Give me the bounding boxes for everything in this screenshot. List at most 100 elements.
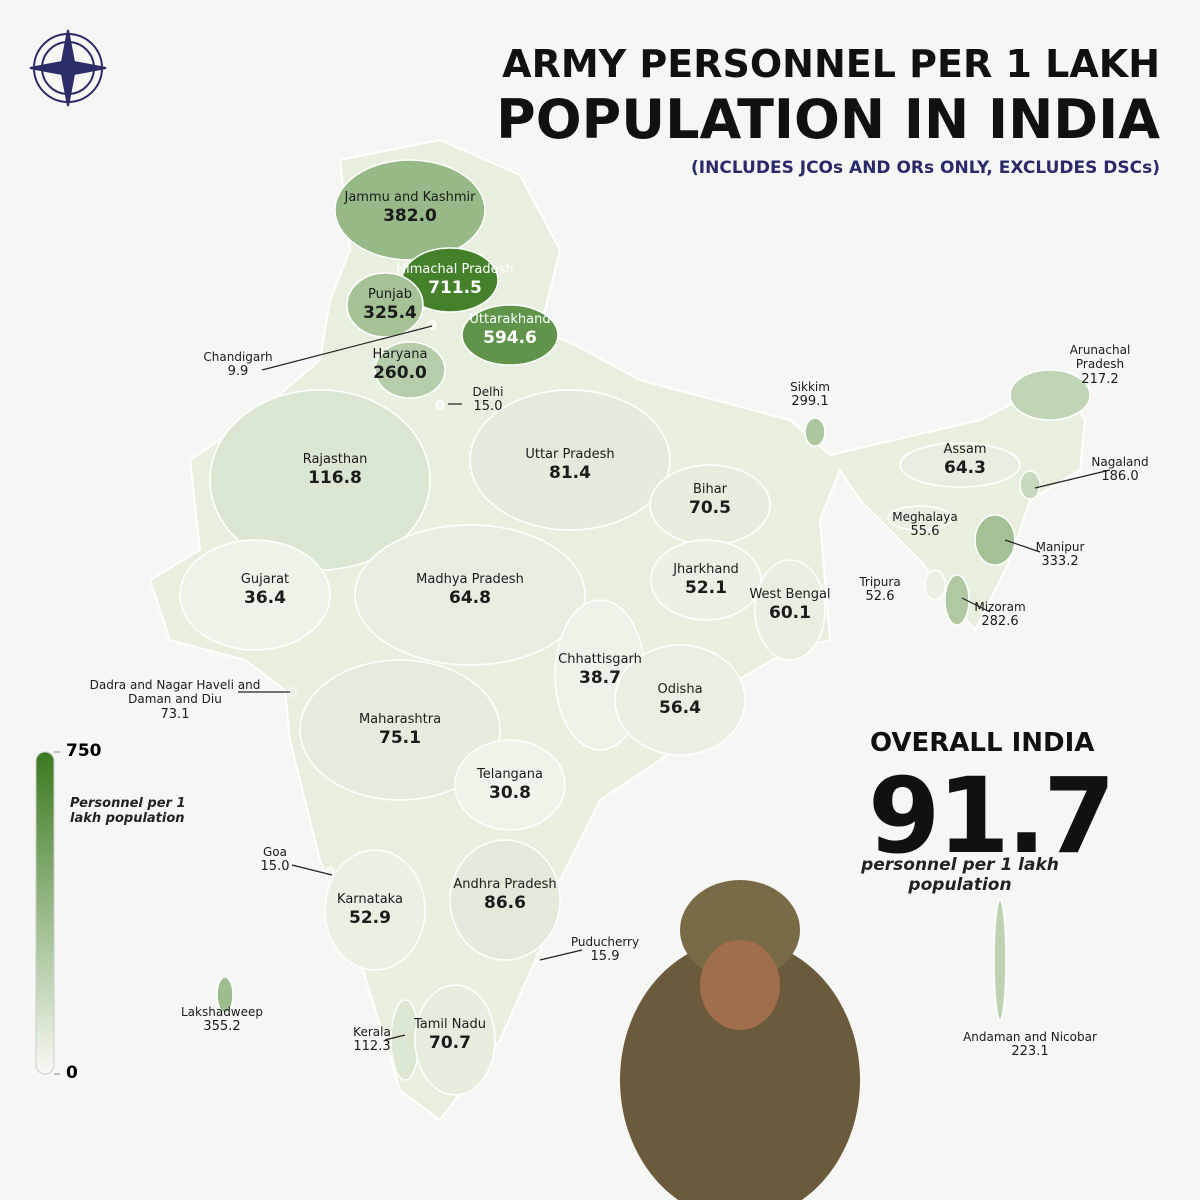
- title-line-2: POPULATION IN INDIA: [496, 88, 1160, 151]
- region: [324, 849, 426, 971]
- region-label: Jharkhand 52.1: [673, 562, 739, 598]
- overall-value: 91.7: [868, 755, 1116, 877]
- region-label: Puducherry 15.9: [571, 935, 639, 965]
- region-value: 15.0: [260, 859, 290, 875]
- region-label: Telangana 30.8: [477, 767, 543, 803]
- overall-heading: OVERALL INDIA: [870, 728, 1095, 758]
- region-name: Tamil Nadu: [414, 1017, 486, 1033]
- region-value: 60.1: [769, 602, 811, 623]
- region-value: 52.1: [685, 577, 727, 598]
- region-label: Assam 64.3: [943, 442, 986, 478]
- colorbar-caption: Personnel per 1 lakh population: [70, 796, 186, 826]
- subtitle: (INCLUDES JCOs AND ORs ONLY, EXCLUDES DS…: [691, 158, 1160, 178]
- region-label: Tripura 52.6: [859, 575, 900, 605]
- region-name: Odisha: [657, 682, 703, 698]
- region: [179, 539, 331, 651]
- region-name: Chhattisgarh: [558, 652, 642, 668]
- region: [944, 574, 970, 626]
- region-value: 55.6: [910, 524, 940, 540]
- region-value: 70.5: [689, 497, 731, 518]
- region-name: Kerala: [353, 1025, 391, 1040]
- region-label: Himachal Pradesh 711.5: [396, 262, 513, 298]
- region-label: Mizoram 282.6: [974, 600, 1025, 630]
- region-name: Manipur: [1035, 540, 1085, 555]
- region-name: Sikkim: [790, 380, 830, 395]
- region-name: Nagaland: [1091, 455, 1149, 470]
- region-name: Jammu and Kashmir: [344, 190, 476, 206]
- region-label: Chhattisgarh 38.7: [558, 652, 642, 688]
- region-label: Madhya Pradesh 64.8: [416, 572, 524, 608]
- region-value: 116.8: [308, 467, 362, 488]
- region-label: Haryana 260.0: [373, 347, 428, 383]
- region-label: Gujarat 36.4: [241, 572, 289, 608]
- region-value: 15.9: [590, 949, 620, 965]
- region: [374, 341, 446, 399]
- region-value: 36.4: [244, 587, 286, 608]
- region-name: Meghalaya: [892, 510, 958, 525]
- region-value: 64.3: [944, 457, 986, 478]
- region-name: Assam: [943, 442, 987, 458]
- region-name: Dadra and Nagar Haveli and Daman and Diu: [89, 677, 261, 707]
- region-name: Gujarat: [240, 572, 290, 588]
- logo: [29, 29, 107, 107]
- region-label: Tamil Nadu 70.7: [414, 1017, 486, 1053]
- region-name: Arunachal Pradesh: [1069, 342, 1131, 372]
- region: [354, 524, 586, 666]
- region: [650, 539, 762, 621]
- region: [325, 866, 335, 878]
- region-value: 594.6: [483, 327, 537, 348]
- region-value: 382.0: [383, 205, 437, 226]
- soldier: [620, 880, 860, 1200]
- region-name: Goa: [262, 845, 287, 860]
- region-name: Madhya Pradesh: [416, 572, 524, 588]
- leader-lines: [238, 325, 1111, 1041]
- region-value: 75.1: [379, 727, 421, 748]
- region-name: Jharkhand: [673, 562, 739, 578]
- region-label: West Bengal 60.1: [749, 587, 830, 623]
- region-label: Kerala 112.3: [353, 1025, 391, 1055]
- region-value: 64.8: [449, 587, 491, 608]
- region-value: 73.1: [160, 706, 190, 722]
- region: [414, 984, 496, 1096]
- region: [461, 304, 559, 366]
- region: [993, 899, 1007, 1021]
- region-label: Manipur 333.2: [1036, 540, 1085, 570]
- region-name: Himachal Pradesh: [396, 262, 514, 278]
- region-label: Odisha 56.4: [657, 682, 702, 718]
- region-name: Telangana: [477, 767, 543, 783]
- region-name: Andaman and Nicobar: [963, 1030, 1097, 1045]
- region-value: 325.4: [363, 302, 417, 323]
- region: [1019, 470, 1041, 500]
- region: [974, 514, 1016, 566]
- region: [754, 559, 826, 661]
- region: [887, 505, 953, 531]
- region: [804, 417, 826, 447]
- region-value: 9.9: [227, 364, 249, 380]
- region-label: Lakshadweep 355.2: [181, 1005, 263, 1035]
- region: [535, 953, 545, 963]
- region: [334, 159, 486, 261]
- region-name: Rajasthan: [302, 452, 368, 468]
- region-label: Dadra and Nagar Haveli and Daman and Diu…: [80, 678, 270, 722]
- region-label: Uttarakhand 594.6: [469, 312, 550, 348]
- region-name: Puducherry: [570, 935, 640, 950]
- region-name: Delhi: [472, 385, 504, 400]
- region-value: 333.2: [1041, 554, 1079, 570]
- region: [899, 442, 1021, 488]
- overall-caption: personnel per 1 lakh population: [861, 855, 1059, 895]
- region-value: 52.9: [349, 907, 391, 928]
- region-value: 260.0: [373, 362, 427, 383]
- region-label: Rajasthan 116.8: [303, 452, 368, 488]
- region-value: 30.8: [489, 782, 531, 803]
- region-name: Tripura: [859, 575, 901, 590]
- title-line-1: ARMY PERSONNEL PER 1 LAKH: [502, 42, 1160, 86]
- region-value: 56.4: [659, 697, 701, 718]
- region-label: Arunachal Pradesh 217.2: [1050, 343, 1150, 387]
- region-label: Nagaland 186.0: [1091, 455, 1148, 485]
- region-value: 81.4: [549, 462, 591, 483]
- region-label: Karnataka 52.9: [337, 892, 403, 928]
- region-value: 299.1: [791, 394, 829, 410]
- region-value: 112.3: [353, 1039, 391, 1055]
- region-label: Jammu and Kashmir 382.0: [345, 190, 476, 226]
